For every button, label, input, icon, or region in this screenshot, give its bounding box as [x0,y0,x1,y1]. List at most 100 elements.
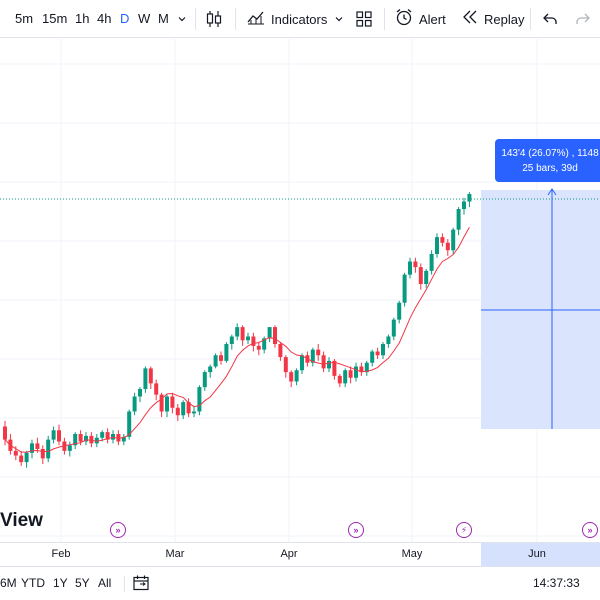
measure-bars-range: 25 bars, 39d [522,163,578,174]
candle-body [138,389,142,397]
chevron-down-icon[interactable] [334,0,344,38]
candle-body [84,435,88,442]
candle-body [67,445,72,451]
candle-body [192,411,196,414]
range-ytd[interactable]: YTD [21,576,45,590]
candle-body [327,360,331,369]
bottom-toolbar: 6M YTD 1Y 5Y All 14:37:33 (UT [0,566,600,600]
candle-body [219,355,223,361]
toolbar-divider [530,8,531,30]
event-icon[interactable]: » [348,522,364,538]
candle-body [332,360,337,376]
candle-body [386,336,391,344]
candle-body [100,432,105,438]
measure-arrow-head [547,188,557,196]
candle-body [364,362,369,373]
interval-15m[interactable]: 15m [42,11,68,26]
candle-body [40,449,45,459]
alert-button[interactable]: Alert [395,0,446,38]
interval-d[interactable]: D [120,11,130,26]
toolbar-divider [384,8,385,30]
alert-icon [395,8,413,31]
candle-body [229,336,234,344]
candle-body [359,366,364,373]
price-chart[interactable] [0,39,600,542]
candle-body [343,370,348,384]
candle-body [283,357,288,373]
candles-icon[interactable] [206,0,222,38]
candle-body [186,402,191,414]
clock-readout: 14:37:33 (UT [533,576,580,590]
replay-icon [462,10,478,29]
candle-body [105,432,110,440]
measure-tooltip: 143'4 (26.07%) , 1148 25 bars, 39d [495,139,600,182]
candle-body [202,372,207,388]
candle-body [316,349,321,356]
candle-body [19,455,24,463]
candle-body [256,345,261,350]
indicators-button[interactable]: Indicators [247,0,327,38]
candle-body [89,435,94,444]
candle-body [208,366,213,373]
candle-body [35,443,40,449]
candle-body [429,254,434,271]
candle-body [408,261,412,275]
time-axis[interactable]: Feb Mar Apr May Jun [0,542,600,566]
interval-w[interactable]: W [138,11,151,26]
candle-body [78,434,83,442]
interval-4h[interactable]: 4h [97,11,112,26]
toolbar-divider [195,8,196,30]
interval-1h[interactable]: 1h [75,11,90,26]
candle-body [348,370,353,378]
candle-body [397,302,402,320]
interval-5m[interactable]: 5m [15,11,34,26]
time-label-may: May [401,548,423,560]
time-label-apr: Apr [280,548,298,560]
event-icon[interactable]: ⚡ [456,522,472,538]
range-5y[interactable]: 5Y [75,576,90,590]
candle-body [278,344,283,358]
time-label-jun: Jun [528,548,546,560]
undo-icon[interactable] [543,0,557,38]
layout-icon[interactable] [356,0,372,38]
calendar-range-icon[interactable] [133,575,149,594]
toolbar-divider [235,8,236,30]
candle-body [30,443,34,453]
range-1y[interactable]: 1Y [53,576,68,590]
event-icon[interactable]: » [110,522,126,538]
indicators-label: Indicators [271,11,328,27]
replay-button[interactable]: Replay [462,0,524,38]
interval-m[interactable]: M [158,11,169,26]
candle-body [310,349,315,363]
candle-body [24,452,29,463]
candle-body [321,355,326,369]
candle-body [440,237,445,243]
candle-body [337,375,342,384]
candle-body [262,338,267,350]
candle-body [240,327,245,341]
range-6m[interactable]: 6M [0,576,17,590]
redo-icon[interactable] [576,0,590,38]
top-toolbar: 5m 15m 1h 4h D W M Indicators Alert Repl… [0,0,600,38]
candle-body [46,439,51,459]
range-all[interactable]: All [98,576,112,590]
event-icon[interactable]: » [582,522,598,538]
moving-average-line [4,227,470,453]
candle-body [402,274,407,303]
candle-body [3,426,7,440]
candle-body [175,407,180,416]
candle-body [273,327,277,344]
candle-body [391,319,396,337]
measure-price-change: 143'4 (26.07%) , 1148 [501,148,599,159]
measure-range-highlight [481,543,600,566]
candle-body [435,237,439,254]
chevron-down-icon[interactable] [177,0,187,38]
candle-body [354,366,358,378]
candle-body [159,394,164,412]
candle-body [451,229,456,251]
candle-body [73,434,78,446]
candle-body [148,368,153,384]
candle-body [418,267,423,284]
candle-body [424,270,429,284]
candle-body [370,351,375,363]
